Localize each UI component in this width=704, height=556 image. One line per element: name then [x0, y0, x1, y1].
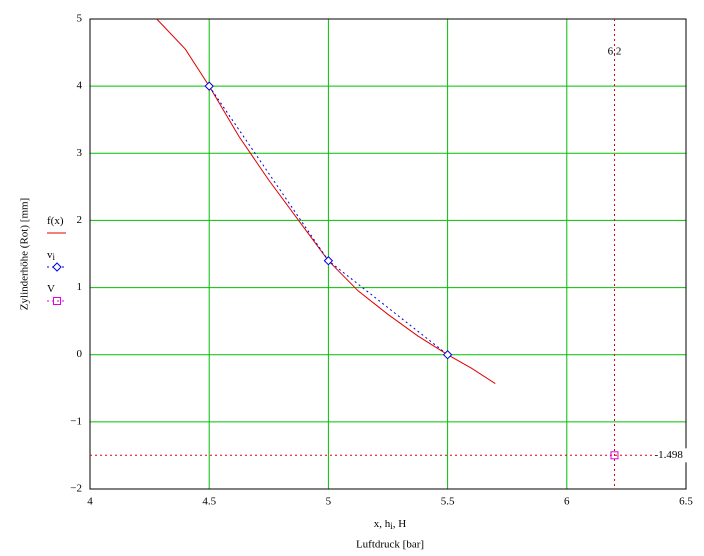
data-marker: [610, 451, 619, 460]
y-tick-label: 1: [77, 281, 83, 293]
legend-label-sub: i: [53, 252, 56, 262]
y-tick-label: −2: [70, 483, 82, 495]
y-tick-label: −1: [70, 415, 82, 427]
y-tick-label: 0: [77, 348, 83, 360]
x-tick-label: 5.5: [441, 496, 455, 508]
y-axis-label: Zylinderhöhe (Rot) [mm]: [19, 198, 31, 310]
crosshair-y-label: -1.498: [654, 449, 683, 461]
legend-label: f(x): [47, 215, 64, 227]
data-marker: [204, 81, 214, 91]
y-tick-label: 4: [77, 80, 83, 92]
legend-label-text: v: [47, 249, 53, 261]
x-tick-label: 4.5: [202, 496, 216, 508]
x-axis-label: x, hi, H: [374, 518, 407, 532]
data-marker: [323, 256, 334, 266]
data-marker: [52, 262, 62, 272]
x-axis-label-part: x, h: [374, 518, 391, 530]
legend-label: V: [47, 283, 55, 295]
x-tick-label: 6.5: [679, 496, 693, 508]
x-tick-label: 6: [564, 496, 570, 508]
x-tick-label: 4: [87, 496, 93, 508]
data-marker: [53, 297, 61, 305]
series-line: [156, 18, 496, 385]
legend-label-text: f(x): [47, 215, 64, 227]
data-marker: [442, 350, 453, 360]
y-tick-label: 5: [77, 13, 83, 25]
plot-frame: [89, 18, 687, 490]
legend-label-text: V: [47, 283, 55, 295]
legend-label: vi: [47, 249, 56, 263]
x-axis-label-2: Luftdruck [bar]: [356, 539, 424, 551]
crosshair-x-label: 6.2: [608, 46, 622, 58]
label-bg: [652, 448, 699, 463]
y-tick-label: 2: [77, 214, 83, 226]
y-tick-label: 3: [77, 147, 83, 159]
x-tick-label: 5: [326, 496, 332, 508]
x-axis-label-part: , H: [393, 518, 407, 530]
x-axis-label-sub: i: [390, 521, 393, 531]
